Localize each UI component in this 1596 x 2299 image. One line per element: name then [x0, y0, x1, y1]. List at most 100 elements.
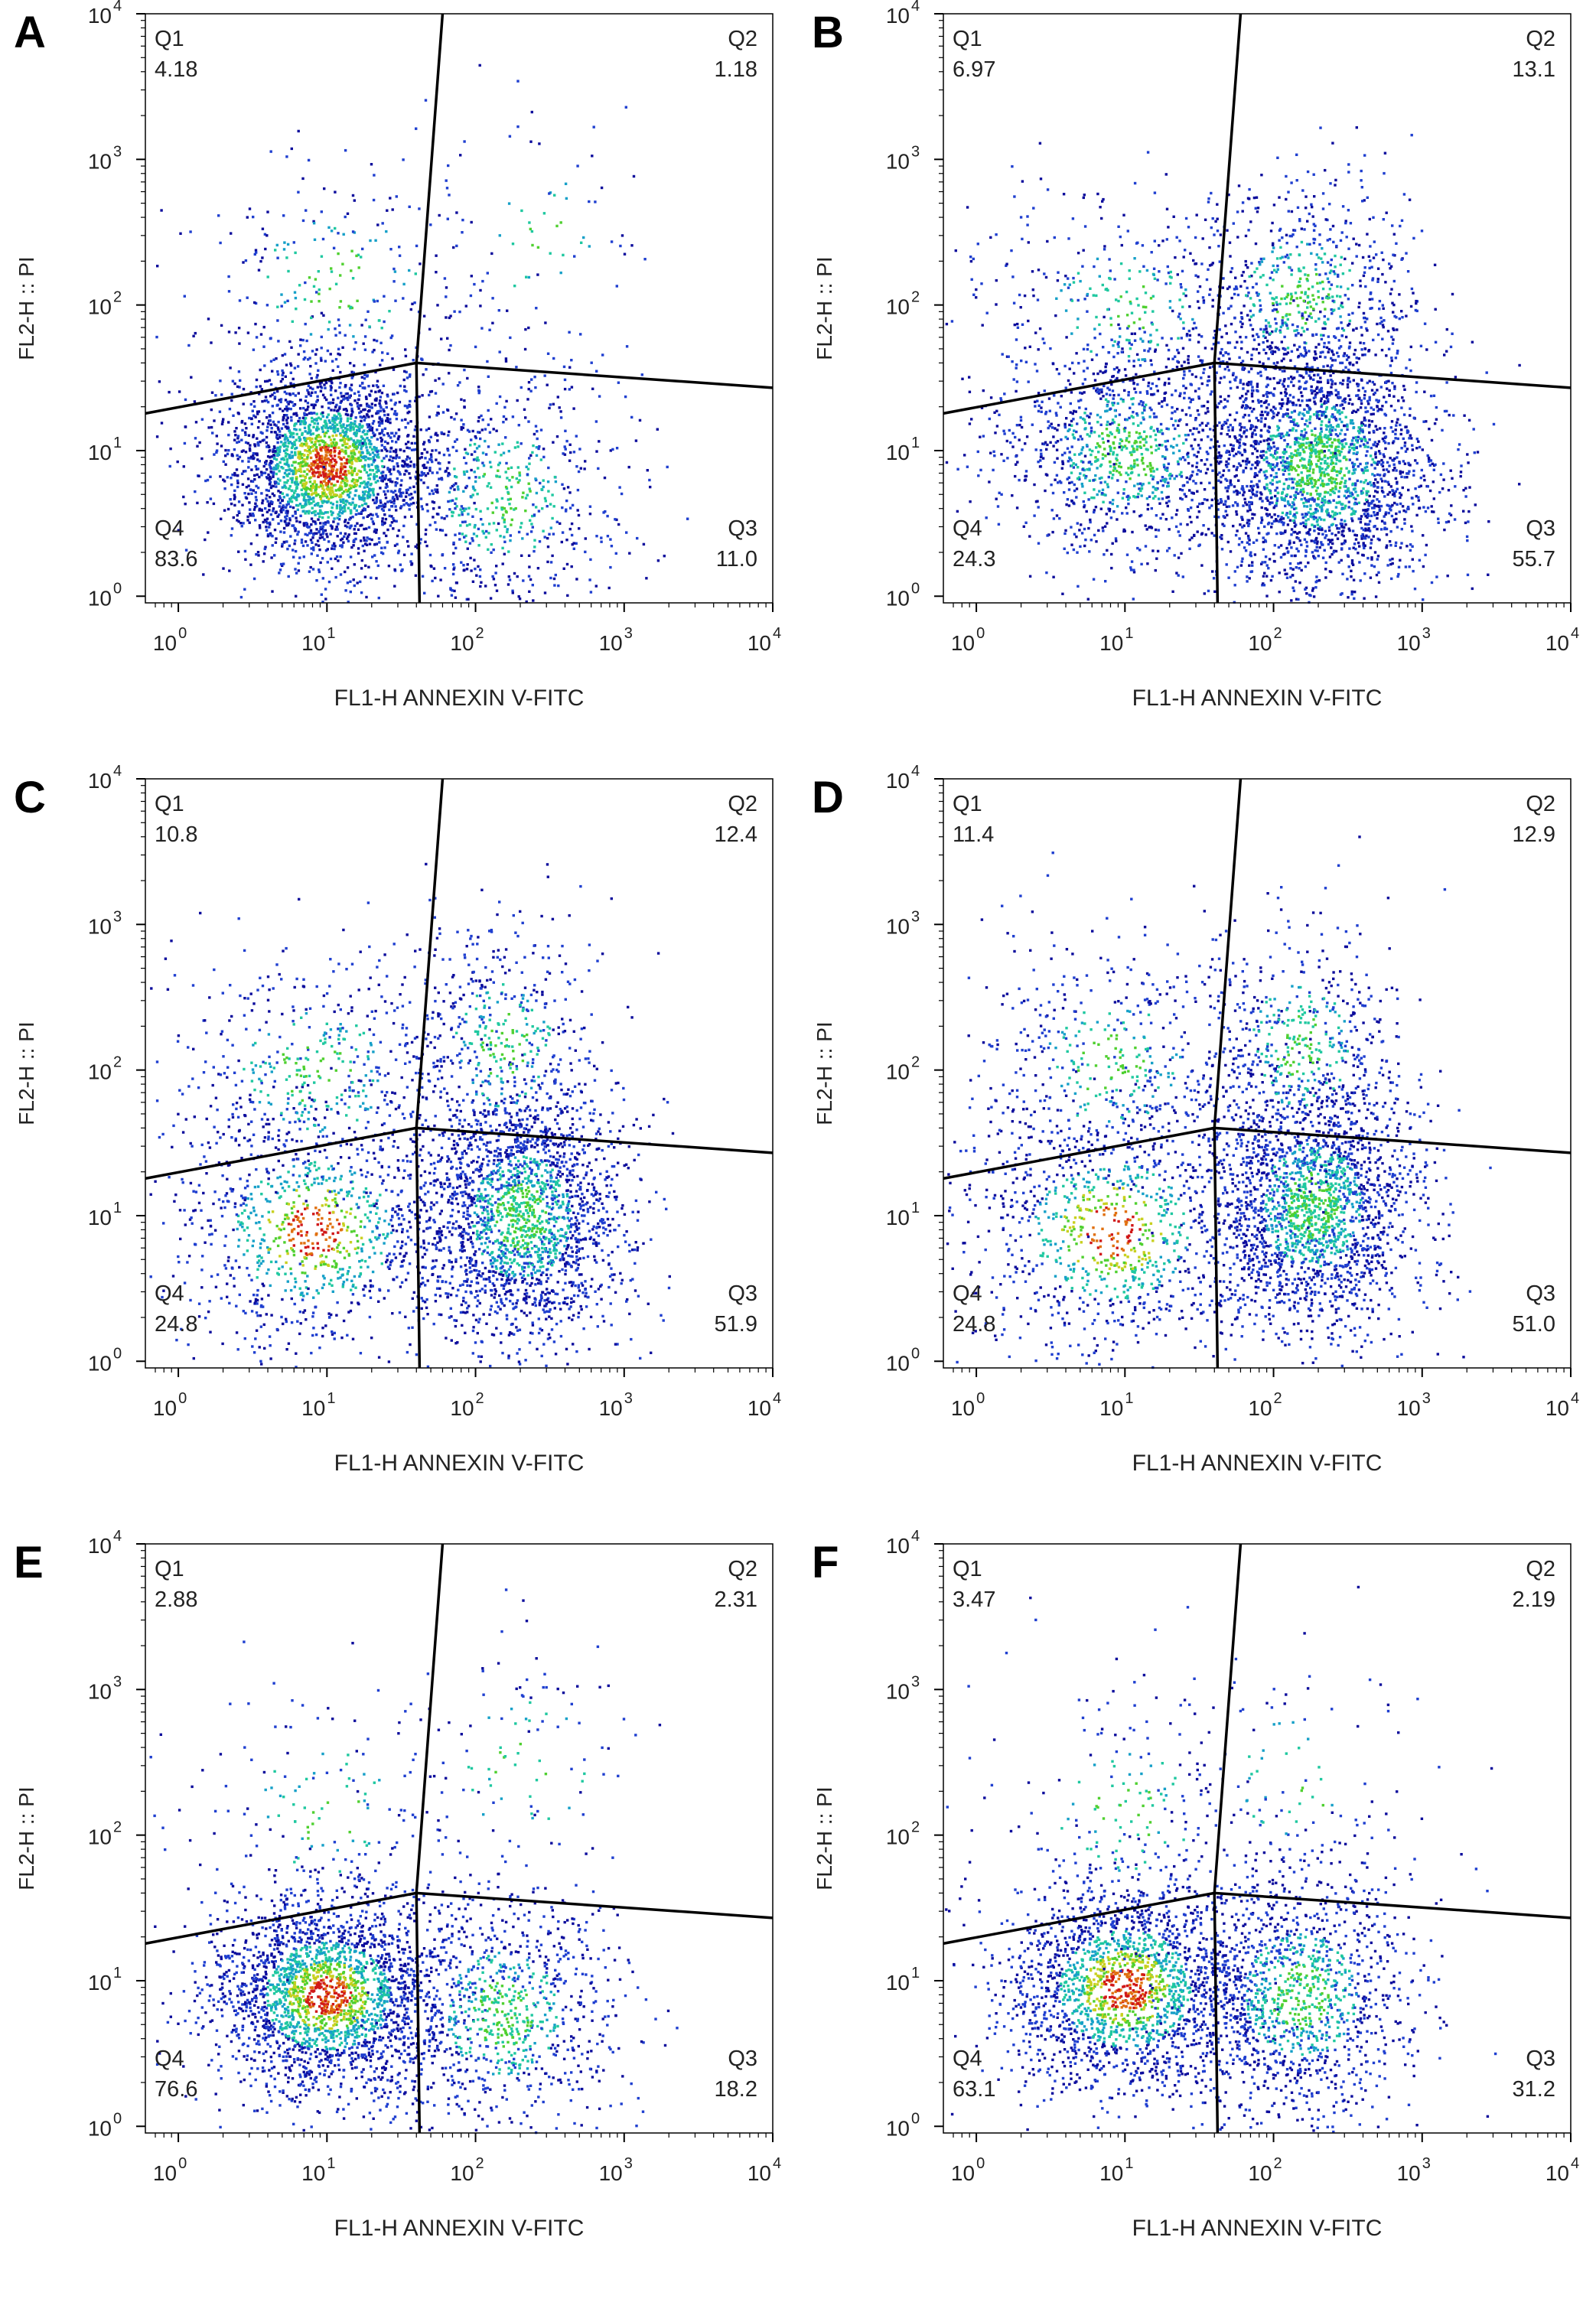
- data-point: [319, 533, 321, 536]
- data-point: [1034, 401, 1036, 403]
- data-point: [280, 293, 282, 295]
- data-point: [327, 413, 330, 415]
- data-point: [373, 477, 376, 480]
- data-point: [346, 462, 348, 464]
- data-point: [1223, 421, 1226, 423]
- data-point: [286, 458, 288, 461]
- data-point: [331, 568, 333, 570]
- data-point: [463, 569, 465, 571]
- data-point: [299, 399, 301, 401]
- data-point: [378, 319, 380, 321]
- data-point: [435, 432, 437, 435]
- data-point: [552, 357, 555, 360]
- data-point: [1136, 445, 1138, 448]
- data-point: [315, 446, 318, 448]
- data-point: [1101, 492, 1103, 494]
- data-point: [423, 464, 425, 466]
- data-point: [528, 221, 530, 223]
- data-point: [351, 410, 353, 412]
- data-point: [352, 422, 354, 425]
- data-point: [591, 362, 593, 364]
- data-point: [1098, 435, 1100, 437]
- data-point: [449, 344, 451, 347]
- data-point: [1116, 366, 1118, 369]
- data-point: [1087, 598, 1090, 601]
- data-point: [265, 445, 268, 448]
- data-point: [1167, 482, 1169, 484]
- data-point: [435, 255, 437, 257]
- data-point: [340, 463, 343, 465]
- data-point: [1057, 440, 1059, 442]
- data-point: [333, 548, 335, 550]
- data-point: [1083, 545, 1086, 547]
- data-point: [1106, 409, 1108, 412]
- data-point: [302, 510, 305, 513]
- data-point: [1195, 327, 1197, 329]
- data-point: [351, 516, 353, 518]
- data-point: [273, 447, 275, 449]
- data-point: [270, 431, 272, 433]
- data-point: [502, 562, 504, 565]
- data-point: [1128, 435, 1130, 437]
- data-point: [544, 321, 546, 324]
- data-point: [228, 331, 230, 333]
- data-point: [325, 454, 327, 457]
- data-point: [357, 399, 360, 401]
- data-point: [1179, 488, 1181, 490]
- data-point: [1075, 410, 1077, 412]
- data-point: [397, 552, 399, 554]
- data-point: [277, 421, 279, 423]
- data-point: [343, 395, 345, 397]
- data-point: [356, 510, 358, 512]
- data-point: [1125, 439, 1128, 441]
- data-point: [270, 360, 272, 363]
- data-point: [487, 549, 489, 551]
- data-point: [1104, 366, 1106, 368]
- data-point: [1116, 429, 1119, 431]
- data-point: [290, 497, 292, 500]
- data-point: [491, 322, 493, 324]
- data-point: [308, 425, 310, 428]
- data-point: [1037, 348, 1040, 350]
- data-point: [619, 245, 621, 247]
- data-point: [461, 521, 464, 523]
- data-point: [363, 374, 366, 376]
- data-point: [398, 490, 400, 493]
- data-point: [630, 416, 633, 418]
- data-point: [312, 461, 314, 463]
- data-point: [1136, 464, 1138, 466]
- data-point: [404, 516, 406, 518]
- data-point: [1070, 481, 1073, 484]
- data-point: [219, 475, 221, 477]
- data-point: [1096, 442, 1099, 444]
- data-point: [246, 297, 249, 299]
- data-point: [335, 470, 337, 472]
- data-point: [1467, 461, 1469, 464]
- data-point: [1083, 391, 1085, 393]
- data-point: [332, 468, 334, 471]
- data-point: [1233, 444, 1235, 447]
- data-point: [1104, 580, 1106, 582]
- data-point: [329, 477, 331, 480]
- data-point: [289, 500, 292, 502]
- data-point: [453, 488, 455, 490]
- data-point: [343, 536, 345, 538]
- data-point: [451, 500, 454, 502]
- data-point: [325, 458, 327, 461]
- data-point: [405, 426, 407, 428]
- data-point: [295, 571, 298, 574]
- data-point: [303, 350, 305, 353]
- data-point: [977, 451, 979, 453]
- data-point: [443, 517, 445, 519]
- data-point: [325, 533, 327, 536]
- data-point: [367, 385, 370, 387]
- data-point: [328, 321, 331, 323]
- data-point: [233, 448, 236, 451]
- data-point: [249, 449, 251, 451]
- data-point: [283, 481, 285, 484]
- data-point: [365, 456, 367, 458]
- data-point: [305, 464, 308, 466]
- data-point: [314, 492, 317, 494]
- data-point: [460, 399, 462, 401]
- data-point: [327, 427, 329, 429]
